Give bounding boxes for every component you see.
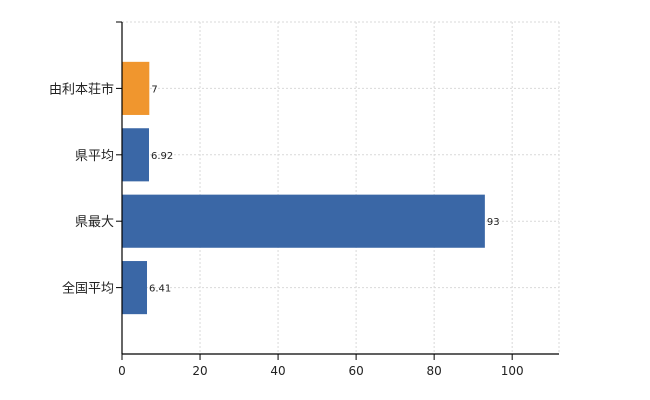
x-tick-label: 60 [348, 364, 363, 378]
grid [122, 21, 560, 354]
bar-3 [122, 261, 148, 315]
category-label-0: 由利本荘市 [49, 81, 114, 97]
data-label-0: 7 [151, 84, 157, 95]
x-tick-label: 80 [427, 364, 442, 378]
data-label-1: 6.92 [151, 151, 173, 162]
bar-2 [122, 194, 485, 248]
x-tick-label: 100 [501, 364, 524, 378]
axes [116, 21, 559, 360]
category-label-2: 県最大 [75, 215, 114, 230]
category-label-1: 県平均 [75, 149, 114, 164]
category-label-3: 全国平均 [62, 281, 114, 297]
data-label-2: 93 [487, 217, 500, 228]
x-tick-label: 0 [118, 364, 126, 378]
bars [122, 61, 485, 315]
x-tick-label: 20 [192, 364, 207, 378]
x-tick-label: 40 [270, 364, 285, 378]
bar-0 [122, 61, 150, 115]
bar-1 [122, 128, 150, 182]
data-label-3: 6.41 [149, 284, 171, 295]
